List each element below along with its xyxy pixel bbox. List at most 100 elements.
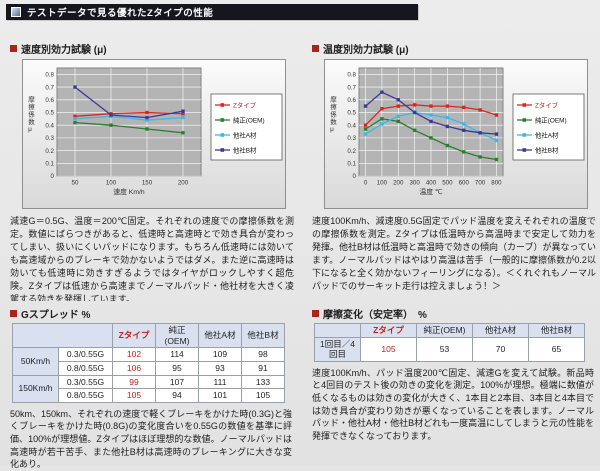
stability-section-title: 摩擦変化（安定率） % [312, 307, 598, 321]
header-title: テストデータで見る優れたZタイプの性能 [27, 8, 214, 19]
x-tick-label: 400 [426, 180, 437, 187]
data-point-marker [396, 114, 400, 118]
row-header-cycle: 1回目／4回目 [314, 336, 361, 362]
data-point-marker [478, 108, 482, 112]
x-tick-label: 150 [142, 180, 153, 187]
data-point-marker [412, 110, 417, 115]
data-point-marker [429, 104, 433, 108]
data-point-marker [429, 136, 433, 140]
data-point-marker [181, 112, 185, 116]
value-cell: 105 [360, 336, 417, 362]
data-point-marker [462, 105, 466, 110]
data-point-marker [181, 115, 185, 120]
y-tick-label: 0.1 [45, 160, 54, 167]
gspread-header-row: Zタイプ 純正(OEM) 他社A材 他社B材 [12, 322, 285, 349]
data-point-marker [462, 150, 466, 154]
square-bullet-icon [312, 45, 319, 52]
value-cell: 101 [198, 388, 242, 403]
legend-swatch-marker [522, 118, 527, 122]
temperature-chart: 摩擦係数μ 0 0.1 0.2 0.3 0.4 0.5 0.6 0.7 0.8 0 100 200 30… [324, 59, 588, 209]
header-image-icon [11, 7, 21, 17]
value-cell: 133 [241, 374, 285, 390]
x-tick-label: 600 [459, 180, 470, 187]
data-point-marker [363, 132, 368, 136]
x-tick-label: 200 [393, 180, 404, 187]
stability-table: Zタイプ 純正(OEM) 他社A材 他社B材 1回目／4回目 105 53 70… [314, 323, 585, 362]
col-header-ztype: Zタイプ [360, 323, 417, 338]
legend-swatch-marker [220, 148, 225, 152]
x-tick-label: 300 [409, 180, 420, 187]
y-tick-label: 0.7 [347, 84, 356, 91]
stability-section-description: 速度100Km/h、パッド温度200℃固定、減速Gを変えて試験。新品時と4回目の… [312, 367, 594, 441]
condition-cell: 0.8/0.55G [58, 360, 113, 376]
temperature-section-description: 速度100Km/h、減速度0.5G固定でパッド温度を変えそれぞれの温度での摩擦係… [312, 216, 596, 292]
temperature-section-title-text: 温度別効力試験 (μ) [323, 45, 409, 56]
value-cell: 102 [112, 347, 156, 362]
data-point-marker [429, 119, 433, 124]
legend-swatch-marker [220, 118, 225, 122]
legend-label: Zタイプ [233, 100, 257, 109]
data-point-marker [109, 113, 113, 117]
data-point-marker [145, 118, 149, 122]
x-tick-label: 800 [491, 180, 502, 187]
data-point-marker [462, 122, 466, 126]
data-point-marker [478, 131, 482, 135]
col-header-a: 他社A材 [472, 323, 529, 338]
section-header: テストデータで見る優れたZタイプの性能 [6, 4, 418, 20]
legend-swatch-marker [220, 133, 225, 137]
x-tick-label: 100 [106, 180, 117, 187]
stability-section-title-text: 摩擦変化（安定率） % [323, 310, 427, 321]
data-point-marker [73, 120, 77, 125]
y-tick-label: 0.6 [347, 97, 356, 104]
legend-label: 純正(OEM) [233, 115, 265, 124]
data-point-marker [380, 117, 384, 121]
legend-label: 他社A材 [233, 130, 257, 139]
data-point-marker [380, 122, 384, 126]
y-tick-label: 0.8 [347, 72, 356, 79]
legend-swatch-marker [522, 103, 527, 107]
speed-section-title-text: 速度別効力試験 (μ) [21, 45, 107, 56]
right-column: 温度別効力試験 (μ) 摩擦係数μ 0 0.1 0.2 0.3 0.4 0.5 0.6 0.7… [310, 42, 598, 471]
left-column: 速度別効力試験 (μ) 摩擦係数μ 0 0.1 0.2 0.3 0.4 0.5 0.6 0.7… [8, 42, 296, 471]
data-point-marker [445, 104, 450, 108]
plot-area [56, 67, 202, 177]
data-point-marker [73, 117, 77, 121]
condition-cell: 0.3/0.55G [58, 374, 113, 390]
y-tick-label: 0.5 [347, 110, 356, 117]
value-cell: 105 [241, 388, 285, 403]
data-point-marker [445, 143, 450, 148]
legend-label: Zタイプ [535, 100, 559, 109]
legend-swatch-marker [522, 133, 527, 137]
y-tick-label: 0.6 [45, 97, 54, 104]
x-axis-label: 温度 ℃ [419, 187, 442, 196]
col-header-a: 他社A材 [198, 322, 242, 349]
corner-cell [12, 322, 113, 349]
y-tick-label: 0.7 [45, 84, 54, 91]
y-tick-label: 0.5 [45, 110, 54, 117]
speed-chart-svg: 0 0.1 0.2 0.3 0.4 0.5 0.6 0.7 0.8 50 100 150 200 速度 K… [45, 67, 283, 196]
data-point-marker [181, 131, 185, 135]
value-cell: 106 [112, 360, 156, 376]
data-point-marker [396, 104, 400, 108]
corner-cell [314, 323, 361, 338]
x-axis-label: 速度 Km/h [113, 187, 145, 196]
data-point-marker [412, 103, 417, 107]
data-point-marker [109, 123, 113, 127]
col-header-ztype: Zタイプ [112, 322, 156, 349]
data-point-marker [380, 90, 384, 94]
content-columns: 速度別効力試験 (μ) 摩擦係数μ 0 0.1 0.2 0.3 0.4 0.5 0.6 0.7… [6, 42, 596, 471]
value-cell: 65 [528, 336, 585, 362]
table-row: 0.8/0.55G 105 94 101 105 [13, 388, 285, 403]
value-cell: 109 [198, 347, 242, 362]
row-header-50kmh: 50Km/h [12, 347, 59, 376]
y-tick-label: 0.1 [347, 160, 356, 167]
data-point-marker [380, 106, 384, 111]
value-cell: 53 [416, 336, 473, 362]
data-point-marker [494, 157, 499, 162]
row-header-150kmh: 150Km/h [12, 374, 59, 403]
legend-label: 他社A材 [535, 130, 559, 139]
y-tick-label: 0.2 [45, 148, 54, 155]
x-tick-label: 100 [377, 180, 388, 187]
value-cell: 94 [155, 388, 199, 403]
data-point-marker [363, 127, 368, 131]
